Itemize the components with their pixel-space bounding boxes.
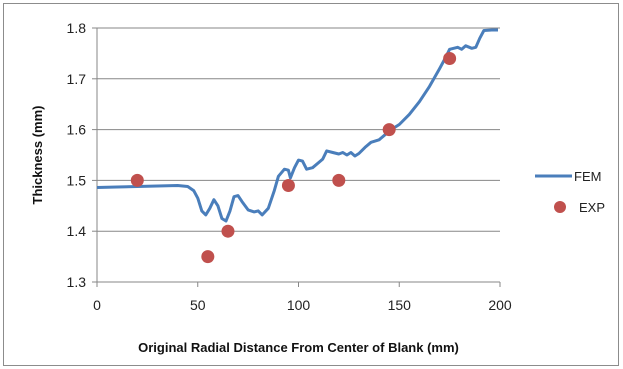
- y-tick-label: 1.4: [67, 223, 87, 239]
- exp-point: [221, 224, 235, 238]
- legend-fem-label: FEM: [574, 169, 601, 184]
- y-tick-label: 1.3: [67, 274, 87, 290]
- x-tick-label: 150: [388, 297, 412, 313]
- x-tick-label: 50: [190, 297, 206, 313]
- exp-point: [130, 173, 144, 187]
- y-tick-label: 1.7: [67, 71, 87, 87]
- x-tick-label: 200: [488, 297, 512, 313]
- chart-frame: [3, 3, 619, 366]
- exp-point: [332, 173, 346, 187]
- x-axis-label: Original Radial Distance From Center of …: [138, 340, 459, 355]
- y-tick-label: 1.8: [67, 20, 87, 36]
- legend-exp-label: EXP: [579, 200, 605, 215]
- axes: [92, 27, 501, 287]
- tick-labels: 1.3 1.4 1.5 1.6 1.7 1.8 0 50 100 150 200: [67, 20, 512, 313]
- legend: FEM EXP: [535, 169, 605, 215]
- exp-point: [443, 51, 457, 65]
- exp-point: [201, 250, 215, 264]
- legend-exp-swatch: [554, 201, 566, 213]
- y-tick-label: 1.6: [67, 122, 87, 138]
- y-tick-label: 1.5: [67, 172, 87, 188]
- fem-line: [96, 28, 498, 223]
- x-tick-label: 0: [93, 297, 101, 313]
- x-tick-label: 100: [287, 297, 311, 313]
- series-layer: [96, 28, 498, 264]
- gridlines: [97, 27, 500, 232]
- y-axis-label: Thickness (mm): [30, 106, 45, 205]
- exp-point: [281, 178, 295, 192]
- exp-point: [382, 123, 396, 137]
